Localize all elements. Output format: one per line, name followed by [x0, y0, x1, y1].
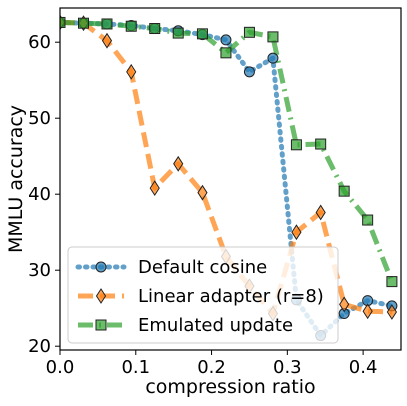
- x-tick-label: 0.0: [46, 357, 75, 378]
- data-point-series-3: [60, 16, 66, 28]
- data-point-series-3: [267, 31, 279, 43]
- data-point-series-3: [149, 23, 161, 35]
- y-tick-label: 60: [28, 32, 51, 53]
- legend: Default cosine Linear adapter (r=8) Emulat…: [67, 246, 339, 344]
- data-point-series-3: [290, 139, 302, 151]
- data-point-series-2: [101, 32, 113, 49]
- data-point-series-3: [338, 185, 350, 197]
- x-axis: 0.0 0.1 0.2 0.3 0.4: [46, 350, 378, 378]
- y-axis-label: MMLU accuracy: [5, 105, 27, 253]
- y-tick-label: 40: [28, 184, 51, 205]
- data-point-series-3: [315, 138, 327, 150]
- y-tick-label: 50: [28, 108, 51, 129]
- y-axis: 20 30 40 50 60: [28, 32, 60, 357]
- data-point-series-2: [315, 204, 326, 221]
- x-tick-label: 0.3: [273, 357, 302, 378]
- data-point-series-3: [125, 20, 137, 32]
- data-point-series-3: [220, 47, 232, 59]
- x-tick-label: 0.1: [121, 357, 150, 378]
- data-point-series-2: [386, 304, 398, 320]
- data-point-series-2: [149, 180, 160, 197]
- data-point-series-3: [243, 26, 255, 38]
- data-point-series-3: [172, 27, 184, 39]
- y-tick-label: 30: [28, 260, 51, 281]
- legend-marker-2: [95, 288, 107, 304]
- legend-label-3: Emulated update: [138, 315, 293, 336]
- x-tick-label: 0.4: [349, 357, 378, 378]
- data-point-series-3: [101, 18, 113, 30]
- data-point-series-3: [196, 28, 208, 40]
- data-point-series-1: [243, 66, 255, 78]
- data-point-series-2: [339, 296, 350, 313]
- data-point-series-2: [197, 184, 208, 201]
- data-point-series-1: [267, 52, 279, 64]
- data-point-series-2: [126, 63, 137, 80]
- data-point-series-3: [362, 214, 374, 226]
- x-tick-label: 0.2: [197, 357, 226, 378]
- data-point-series-2: [291, 224, 302, 241]
- data-point-series-1: [220, 34, 232, 46]
- legend-box: [67, 246, 339, 344]
- data-point-series-3: [77, 17, 89, 29]
- legend-label-2: Linear adapter (r=8): [138, 286, 324, 307]
- x-axis-label: compression ratio: [145, 376, 315, 398]
- legend-label-1: Default cosine: [138, 257, 267, 278]
- legend-marker-3: [95, 319, 107, 331]
- data-point-series-3: [386, 276, 398, 288]
- data-point-series-2: [173, 155, 184, 172]
- plot-frame: [59, 7, 402, 351]
- data-point-series-2: [362, 303, 373, 320]
- legend-marker-1: [95, 261, 107, 273]
- y-tick-label: 20: [28, 336, 51, 357]
- series-line-3: [60, 19, 395, 283]
